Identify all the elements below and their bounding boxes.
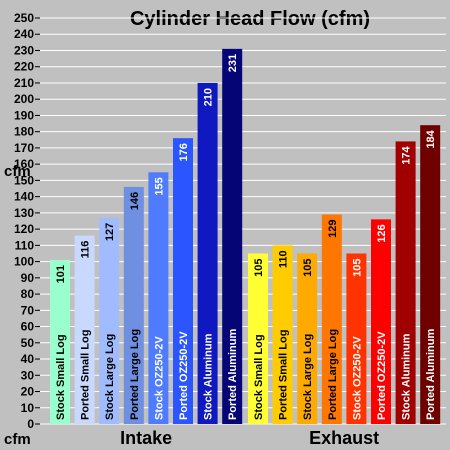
chart-title: Cylinder Head Flow (cfm)	[130, 8, 370, 30]
y-tick-label: 50	[21, 336, 35, 350]
bar-category-label: Ported Large Log	[327, 329, 339, 420]
bar	[297, 253, 318, 424]
group-label: Intake	[120, 428, 172, 448]
y-axis-unit-label: cfm	[4, 163, 31, 180]
y-tick-label: 120	[14, 222, 34, 236]
bar	[99, 217, 120, 424]
bar	[395, 141, 416, 424]
y-tick-label: 90	[21, 271, 35, 285]
bar-value-label: 210	[203, 88, 215, 106]
bar-value-label: 129	[327, 220, 339, 238]
y-tick-label: 60	[21, 320, 35, 334]
bar	[248, 253, 268, 424]
bar	[272, 245, 293, 424]
bar-category-label: Ported OZ250-2V	[178, 331, 190, 420]
bar	[321, 214, 342, 424]
bar-value-label: 127	[104, 223, 116, 241]
y-tick-label: 10	[21, 401, 35, 415]
bar-value-label: 146	[129, 192, 141, 210]
bar-category-label: Stock Aluminum	[203, 333, 215, 420]
bar-category-label: Stock OZ250-2V	[153, 336, 165, 420]
bar-category-label: Ported Small Log	[80, 330, 92, 420]
bar	[74, 235, 95, 424]
bar	[222, 48, 243, 425]
bar-category-label: Ported Large Log	[129, 329, 141, 420]
bar	[346, 253, 367, 424]
bar-category-label: Stock Large Log	[302, 334, 314, 420]
bar-value-label: 110	[278, 250, 290, 268]
y-tick-label: 110	[15, 238, 35, 252]
y-tick-label: 250	[14, 11, 34, 25]
bar-value-label: 116	[80, 241, 92, 259]
bar-value-label: 105	[351, 258, 363, 276]
bar	[148, 172, 169, 424]
y-tick-label: 100	[14, 255, 34, 269]
y-tick-label: 190	[14, 108, 34, 122]
bar-value-label: 126	[376, 224, 388, 242]
bar-category-label: Stock Small Log	[253, 334, 265, 420]
bar	[371, 219, 391, 424]
y-tick-label: 180	[14, 125, 34, 139]
bar-value-label: 231	[227, 54, 239, 72]
bar-category-label: Stock Aluminum	[401, 333, 413, 420]
bar	[50, 259, 70, 424]
bars: 101 Stock Small Log 116 Ported Small Log 127…	[50, 48, 441, 425]
y-tick-label: 230	[14, 43, 34, 57]
bar	[173, 138, 193, 424]
bar-category-label: Stock OZ250-2V	[351, 336, 363, 420]
y-tick-label: 170	[14, 141, 34, 155]
bar-value-label: 101	[55, 265, 67, 283]
bar-category-label: Ported Aluminum	[227, 329, 239, 420]
y-tick-label: 140	[14, 190, 34, 204]
y-tick-label: 40	[21, 352, 35, 366]
y-tick-label: 0	[27, 417, 34, 431]
bar-value-label: 105	[253, 258, 265, 276]
y-tick-label: 210	[14, 76, 34, 90]
bar	[123, 186, 144, 424]
y-tick-label: 160	[14, 157, 34, 171]
y-tick-label: 130	[14, 206, 34, 220]
y-axis-unit-label-bottom: cfm	[4, 431, 31, 448]
bar-value-label: 155	[153, 177, 165, 195]
bar-category-label: Ported Aluminum	[425, 329, 437, 420]
bar	[197, 82, 218, 425]
bar-value-label: 105	[302, 258, 314, 276]
y-tick-label: 200	[14, 92, 34, 106]
bar-category-label: Stock Small Log	[55, 334, 67, 420]
y-tick-label: 80	[21, 287, 35, 301]
y-tick-label: 240	[14, 27, 34, 41]
bar-category-label: Stock Large Log	[104, 334, 116, 420]
y-tick-label: 30	[21, 368, 35, 382]
bar-value-label: 176	[178, 143, 190, 161]
y-tick-label: 70	[21, 303, 35, 317]
y-axis-ticks: 0 10 20 30 40 50 60 70 80 90 100 110 120 130 140 150 160…	[14, 11, 40, 431]
group-label: Exhaust	[309, 428, 379, 448]
bar-category-label: Ported Small Log	[278, 330, 290, 420]
bar-value-label: 174	[401, 146, 413, 165]
bar-category-label: Ported OZ250-2V	[376, 331, 388, 420]
y-tick-label: 220	[14, 60, 34, 74]
y-tick-label: 150	[14, 173, 34, 187]
bar-value-label: 184	[425, 129, 437, 148]
group-labels: Intake Exhaust	[120, 428, 379, 448]
y-tick-label: 20	[21, 385, 35, 399]
bar	[420, 125, 441, 425]
